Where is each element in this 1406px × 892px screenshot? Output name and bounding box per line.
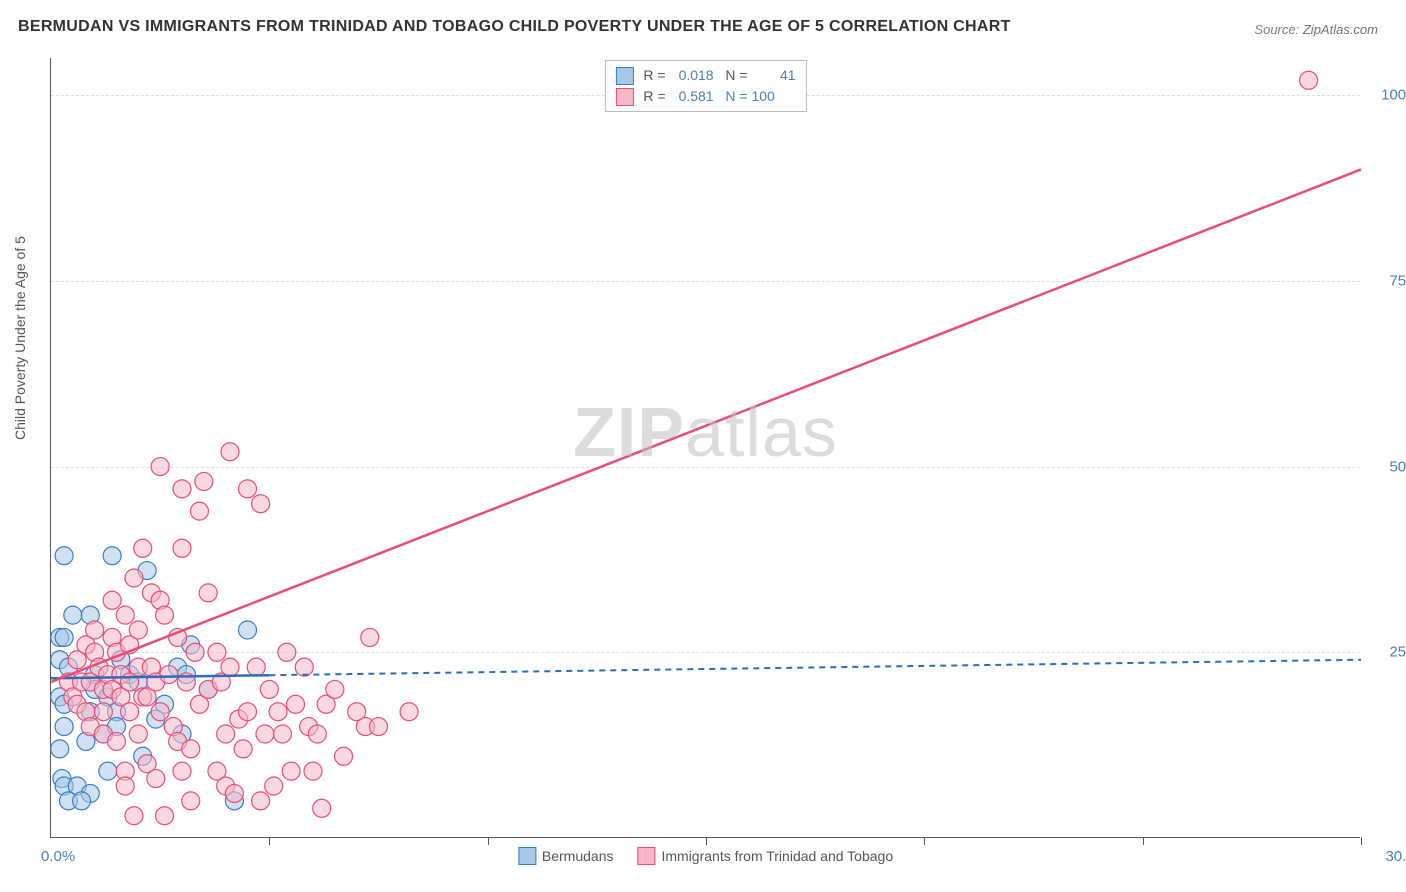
legend-row-trinidad: R = 0.581 N = 100 <box>615 86 795 107</box>
data-point <box>260 680 278 698</box>
chart-svg <box>51 58 1360 837</box>
data-point <box>129 621 147 639</box>
data-point <box>239 480 257 498</box>
data-point <box>361 628 379 646</box>
legend-swatch-pink <box>615 88 633 106</box>
data-point <box>55 547 73 565</box>
legend-label-trinidad: Immigrants from Trinidad and Tobago <box>661 848 893 864</box>
data-point <box>134 539 152 557</box>
legend-label-bermudans: Bermudans <box>542 848 614 864</box>
data-point <box>190 502 208 520</box>
legend-n-value-pink: N = 100 <box>718 86 775 107</box>
data-point <box>308 725 326 743</box>
data-point <box>147 770 165 788</box>
y-tick-label: 75.0% <box>1389 272 1406 289</box>
data-point <box>400 703 418 721</box>
data-point <box>278 643 296 661</box>
data-point <box>221 658 239 676</box>
data-point <box>370 718 388 736</box>
y-axis-label: Child Poverty Under the Age of 5 <box>12 236 28 440</box>
data-point <box>239 703 257 721</box>
data-point <box>121 703 139 721</box>
data-point <box>125 569 143 587</box>
data-point <box>103 547 121 565</box>
data-point <box>1300 71 1318 89</box>
data-point <box>186 643 204 661</box>
source-attribution: Source: ZipAtlas.com <box>1254 22 1378 37</box>
data-point <box>55 628 73 646</box>
data-point <box>173 762 191 780</box>
data-point <box>160 666 178 684</box>
data-point <box>182 792 200 810</box>
legend-item-trinidad: Immigrants from Trinidad and Tobago <box>637 847 893 865</box>
data-point <box>247 658 265 676</box>
legend-r-value-pink: 0.581 <box>670 86 714 107</box>
data-point <box>51 740 69 758</box>
legend-row-bermudans: R = 0.018 N = 41 <box>615 65 795 86</box>
data-point <box>103 591 121 609</box>
data-point <box>234 740 252 758</box>
data-point <box>55 718 73 736</box>
data-point <box>208 643 226 661</box>
data-point <box>64 606 82 624</box>
legend-swatch-blue <box>615 67 633 85</box>
legend-n-value-blue: 41 <box>752 65 796 86</box>
data-point <box>151 703 169 721</box>
legend-item-bermudans: Bermudans <box>518 847 614 865</box>
data-point <box>125 807 143 825</box>
data-point <box>326 680 344 698</box>
data-point <box>239 621 257 639</box>
chart-title: BERMUDAN VS IMMIGRANTS FROM TRINIDAD AND… <box>18 18 1011 36</box>
data-point <box>252 792 270 810</box>
y-tick-label: 25.0% <box>1389 644 1406 661</box>
data-point <box>295 658 313 676</box>
data-point <box>252 495 270 513</box>
data-point <box>73 792 91 810</box>
data-point <box>273 725 291 743</box>
data-point <box>199 584 217 602</box>
data-point <box>116 777 134 795</box>
data-point <box>217 725 235 743</box>
source-name: ZipAtlas.com <box>1303 22 1378 37</box>
regression-line <box>51 169 1361 682</box>
data-point <box>256 725 274 743</box>
chart-plot-area: ZIPatlas R = 0.018 N = 41 R = 0.581 N = … <box>50 58 1360 838</box>
source-prefix: Source: <box>1254 22 1299 37</box>
legend-n-label: N = <box>718 65 748 86</box>
data-point <box>313 799 331 817</box>
y-tick-label: 50.0% <box>1389 458 1406 475</box>
data-point <box>335 747 353 765</box>
legend-r-label: R = <box>643 65 665 86</box>
data-point <box>94 703 112 721</box>
x-min-label: 0.0% <box>41 848 75 865</box>
series-legend: Bermudans Immigrants from Trinidad and T… <box>518 847 893 865</box>
data-point <box>173 480 191 498</box>
data-point <box>221 443 239 461</box>
data-point <box>129 725 147 743</box>
data-point <box>156 807 174 825</box>
legend-swatch-pink <box>637 847 655 865</box>
legend-r-value-blue: 0.018 <box>670 65 714 86</box>
data-point <box>269 703 287 721</box>
data-point <box>151 458 169 476</box>
y-tick-label: 100.0% <box>1381 87 1406 104</box>
data-point <box>156 606 174 624</box>
data-point <box>287 695 305 713</box>
legend-swatch-blue <box>518 847 536 865</box>
data-point <box>99 762 117 780</box>
data-point <box>86 621 104 639</box>
regression-line-extrapolated <box>269 660 1361 675</box>
data-point <box>108 732 126 750</box>
legend-r-label: R = <box>643 86 665 107</box>
data-point <box>173 539 191 557</box>
x-max-label: 30.0% <box>1385 848 1406 865</box>
data-point <box>225 784 243 802</box>
data-point <box>304 762 322 780</box>
data-point <box>116 606 134 624</box>
data-point <box>182 740 200 758</box>
data-point <box>265 777 283 795</box>
data-point <box>195 472 213 490</box>
correlation-legend: R = 0.018 N = 41 R = 0.581 N = 100 <box>604 60 806 112</box>
data-point <box>282 762 300 780</box>
